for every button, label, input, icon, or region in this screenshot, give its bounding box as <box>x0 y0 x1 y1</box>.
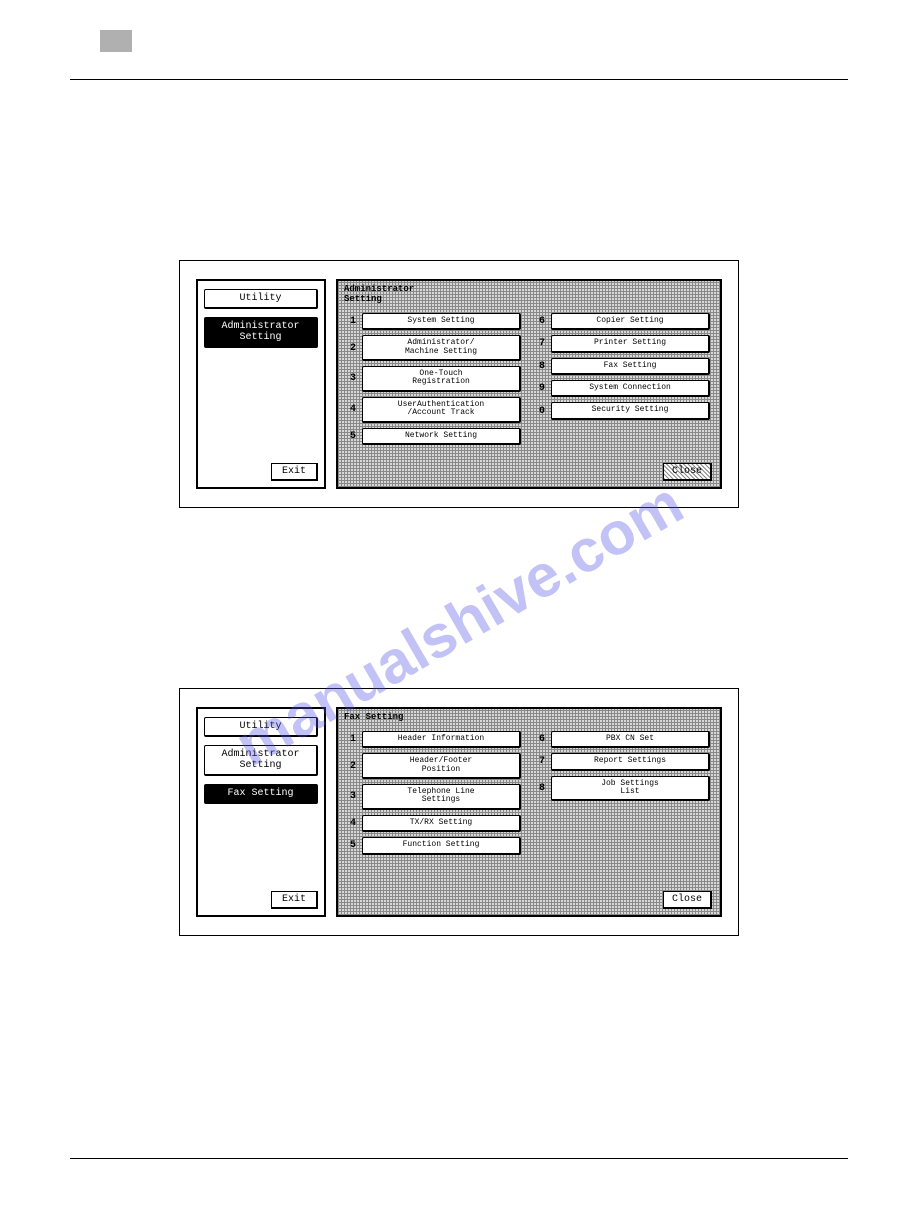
opt-num: 6 <box>537 734 547 745</box>
fax-setting-panel: Fax Setting 1 Header Information 2 Header/… <box>336 707 722 917</box>
close-button[interactable]: Close <box>663 891 712 909</box>
opt-num: 4 <box>348 404 358 415</box>
options-col-left: 1 System Setting 2 Administrator/ Machine … <box>348 313 521 450</box>
panel-title: Administrator Setting <box>338 281 720 309</box>
onetouch-registration-button[interactable]: One-Touch Registration <box>362 366 521 392</box>
printer-setting-button[interactable]: Printer Setting <box>551 335 710 352</box>
utility-button[interactable]: Utility <box>204 717 318 737</box>
opt-num: 7 <box>537 338 547 349</box>
opt-num: 2 <box>348 761 358 772</box>
panel-title: Fax Setting <box>338 709 720 727</box>
admin-setting-panel: Administrator Setting 1 System Setting 2A… <box>336 279 722 489</box>
admin-setting-nav[interactable]: Administrator Setting <box>204 317 318 348</box>
opt-num: 7 <box>537 756 547 767</box>
opt-num: 3 <box>348 373 358 384</box>
system-setting-button[interactable]: System Setting <box>362 313 521 330</box>
copier-setting-button[interactable]: Copier Setting <box>551 313 710 330</box>
opt-num: 3 <box>348 791 358 802</box>
options-col-right: 6 PBX CN Set 7 Report Settings 8 Job Settin… <box>537 731 710 860</box>
options-grid: 1 Header Information 2 Header/Footer Posit… <box>338 727 720 864</box>
options-grid: 1 System Setting 2 Administrator/ Machine … <box>338 309 720 454</box>
telephone-line-settings-button[interactable]: Telephone Line Settings <box>362 784 521 810</box>
screenshot-fax-setting: Utility Administrator Setting Fax Settin… <box>179 688 739 936</box>
security-setting-button[interactable]: Security Setting <box>551 402 710 419</box>
opt-num: 5 <box>348 840 358 851</box>
userauth-account-button[interactable]: UserAuthentication /Account Track <box>362 397 521 423</box>
page-header <box>70 30 848 80</box>
report-settings-button[interactable]: Report Settings <box>551 753 710 770</box>
fax-setting-button[interactable]: Fax Setting <box>551 358 710 375</box>
opt-num: 4 <box>348 818 358 829</box>
pbx-cn-set-button[interactable]: PBX CN Set <box>551 731 710 748</box>
system-connection-button[interactable]: System Connection <box>551 380 710 397</box>
opt-num: 9 <box>537 383 547 394</box>
options-col-left: 1 Header Information 2 Header/Footer Posit… <box>348 731 521 860</box>
exit-button[interactable]: Exit <box>271 891 318 909</box>
left-nav-panel: Utility Administrator Setting Exit <box>196 279 326 489</box>
job-settings-list-button[interactable]: Job Settings List <box>551 776 710 802</box>
admin-setting-nav[interactable]: Administrator Setting <box>204 745 318 776</box>
header-marker <box>100 30 132 52</box>
page-footer <box>70 1158 848 1178</box>
opt-num: 6 <box>537 316 547 327</box>
header-footer-position-button[interactable]: Header/Footer Position <box>362 753 521 779</box>
options-col-right: 6 Copier Setting 7 Printer Setting 8 Fax Se… <box>537 313 710 450</box>
opt-num: 5 <box>348 431 358 442</box>
opt-num: 0 <box>537 406 547 417</box>
opt-num: 8 <box>537 361 547 372</box>
opt-num: 8 <box>537 783 547 794</box>
close-button[interactable]: Close <box>663 463 712 481</box>
opt-num: 1 <box>348 316 358 327</box>
network-setting-button[interactable]: Network Setting <box>362 428 521 445</box>
txrx-setting-button[interactable]: TX/RX Setting <box>362 815 521 832</box>
admin-machine-setting-button[interactable]: Administrator/ Machine Setting <box>362 335 521 361</box>
fax-setting-nav[interactable]: Fax Setting <box>204 784 318 804</box>
function-setting-button[interactable]: Function Setting <box>362 837 521 854</box>
left-nav-panel: Utility Administrator Setting Fax Settin… <box>196 707 326 917</box>
opt-num: 1 <box>348 734 358 745</box>
screenshot-admin-setting: Utility Administrator Setting Exit Admin… <box>179 260 739 508</box>
utility-button[interactable]: Utility <box>204 289 318 309</box>
header-information-button[interactable]: Header Information <box>362 731 521 748</box>
exit-button[interactable]: Exit <box>271 463 318 481</box>
opt-num: 2 <box>348 343 358 354</box>
